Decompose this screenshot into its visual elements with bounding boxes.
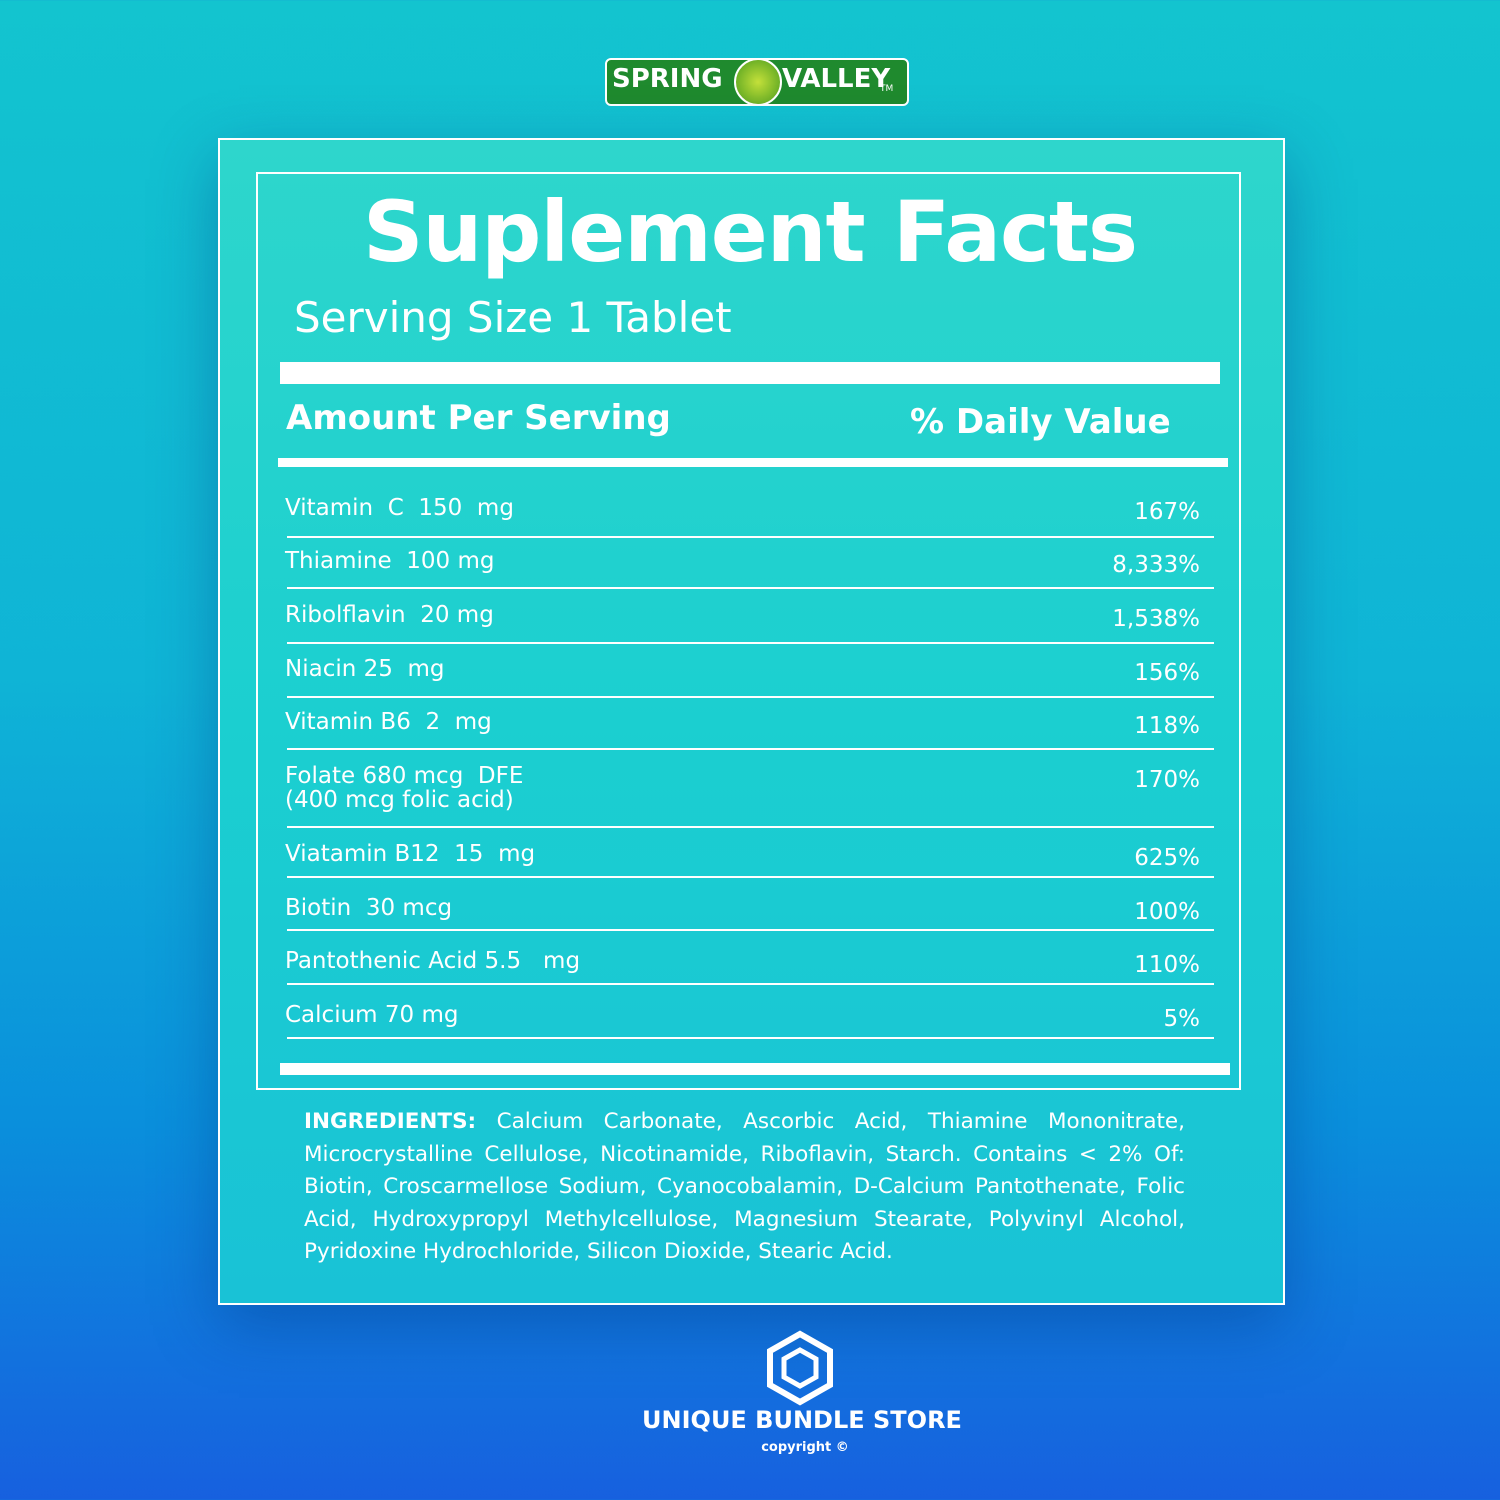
facts-box	[256, 172, 1241, 1090]
nutrient-row: Biotin 30 mcg 100%	[285, 895, 1214, 931]
nutrient-row: Ribolflavin 20 mg 1,538%	[285, 602, 1214, 644]
daily-value: 167%	[1134, 499, 1200, 525]
nutrient-name: Vitamin C 150 mg	[285, 495, 514, 521]
nutrient-row: Vitamin B6 2 mg 118%	[285, 709, 1214, 750]
logo-left: SPRING	[612, 64, 723, 94]
copyright: copyright ©	[761, 1440, 849, 1455]
nutrient-name: Niacin 25 mg	[285, 656, 445, 682]
title: Suplement Facts	[363, 183, 1138, 281]
daily-value: 110%	[1134, 952, 1200, 978]
daily-value: 8,333%	[1112, 552, 1200, 578]
nutrient-name: Ribolflavin 20 mg	[285, 602, 494, 628]
nutrient-row: Niacin 25 mg 156%	[285, 656, 1214, 698]
nutrient-name: Vitamin B6 2 mg	[285, 709, 492, 735]
header-rule	[278, 458, 1228, 467]
bottom-rule	[280, 1063, 1230, 1075]
nutrient-name: Pantothenic Acid 5.5 mg	[285, 948, 581, 974]
serving: Serving Size 1 Tablet	[294, 293, 732, 342]
ingredients-text: Calcium Carbonate, Ascorbic Acid, Thiami…	[304, 1109, 1185, 1264]
daily-value: 1,538%	[1112, 606, 1200, 632]
daily-value: 170%	[1134, 767, 1200, 793]
daily-value: 625%	[1134, 845, 1200, 871]
nutrient-name: Biotin 30 mcg	[285, 895, 453, 921]
logo-mark: TM	[880, 84, 894, 94]
dv-header: % Daily Value	[910, 402, 1171, 442]
daily-value: 156%	[1134, 660, 1200, 686]
nutrient-name: Folate 680 mcg DFE	[285, 763, 524, 789]
ingredients-label: INGREDIENTS:	[304, 1109, 477, 1134]
panel	[218, 138, 1285, 1305]
nutrient-row: Pantothenic Acid 5.5 mg 110%	[285, 948, 1214, 985]
nutrient-name: Calcium 70 mg	[285, 1002, 459, 1028]
logo-icon	[734, 58, 782, 106]
nutrient-row: Thiamine 100 mg 8,333%	[285, 548, 1214, 589]
store-name: UNIQUE BUNDLE STORE	[642, 1406, 962, 1434]
daily-value: 118%	[1134, 713, 1200, 739]
nutrient-row: Vitamin C 150 mg 167%	[285, 495, 1214, 538]
nutrient-name: Viatamin B12 15 mg	[285, 841, 536, 867]
thick-rule	[280, 362, 1220, 384]
nutrient-row: Calcium 70 mg 5%	[285, 1002, 1214, 1039]
amount-header: Amount Per Serving	[286, 398, 671, 438]
daily-value: 5%	[1163, 1006, 1201, 1032]
nutrient-note: (400 mcg folic acid)	[285, 787, 514, 813]
nutrient-name: Thiamine 100 mg	[285, 548, 495, 574]
logo-right: VALLEY	[782, 64, 891, 94]
daily-value: 100%	[1134, 899, 1200, 925]
store-icon	[767, 1330, 833, 1406]
nutrient-row: Viatamin B12 15 mg 625%	[285, 841, 1214, 878]
nutrient-row: Folate 680 mcg DFE (400 mcg folic acid) 17…	[285, 763, 1214, 828]
ingredients: INGREDIENTS: Calcium Carbonate, Ascorbic…	[304, 1106, 1185, 1269]
